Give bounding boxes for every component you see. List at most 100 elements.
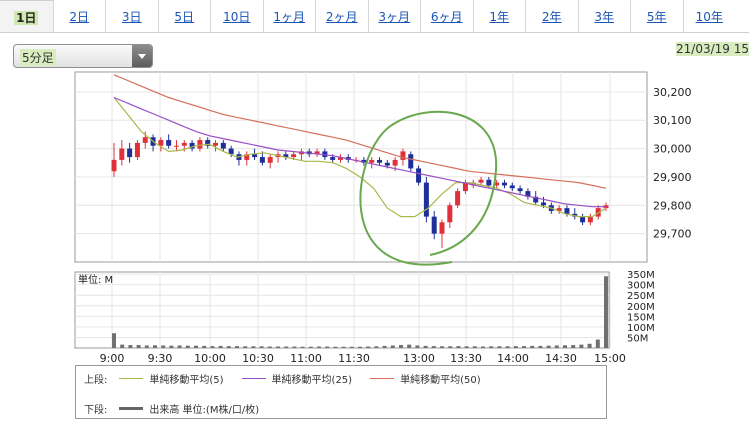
volume-bar xyxy=(226,346,231,348)
chevron-down-icon[interactable] xyxy=(132,45,152,67)
legend-label-1: 単純移動平均(5) xyxy=(149,375,224,386)
candle-body xyxy=(462,182,468,192)
candle-body xyxy=(478,179,484,183)
interval-select-value: 5分足 xyxy=(20,49,56,66)
candle-body xyxy=(455,191,461,206)
volume-bar xyxy=(267,346,272,348)
volume-bar xyxy=(440,346,444,348)
volume-bar xyxy=(423,345,428,348)
tab-13[interactable]: 5年 xyxy=(630,0,683,32)
volume-bar xyxy=(276,346,280,348)
tab-5[interactable]: 10日 xyxy=(210,0,263,32)
tab-label: 6ヶ月 xyxy=(430,10,463,24)
candle-body xyxy=(431,216,437,234)
candle-body xyxy=(408,154,414,169)
tab-label: 5日 xyxy=(174,10,195,24)
ma-line-1 xyxy=(113,97,607,218)
volume-bar xyxy=(128,345,133,348)
volume-bar xyxy=(308,346,313,348)
tab-6[interactable]: 1ヶ月 xyxy=(262,0,316,32)
volume-unit-label: 単位: M xyxy=(78,273,113,286)
time-tick-label: 9:00 xyxy=(100,352,125,365)
volume-bar xyxy=(284,346,289,348)
time-tick-label: 10:30 xyxy=(242,352,274,365)
candle-body xyxy=(509,185,515,189)
candle-body xyxy=(205,140,211,146)
volume-bar xyxy=(243,346,248,348)
tab-label: 10日 xyxy=(223,10,251,24)
tab-label: 3日 xyxy=(121,10,142,24)
volume-bar xyxy=(538,345,543,348)
candle-body xyxy=(259,157,265,163)
candle-body xyxy=(337,157,343,160)
candle-body xyxy=(244,154,250,160)
candle-body xyxy=(134,142,140,158)
tab-8[interactable]: 3ヶ月 xyxy=(367,0,421,32)
candle-body xyxy=(400,151,406,160)
candle-body xyxy=(220,142,226,149)
time-tick-label: 14:00 xyxy=(497,352,529,365)
candle-body xyxy=(267,157,273,163)
legend-volume-swatch xyxy=(119,407,144,410)
volume-bar xyxy=(169,345,174,348)
volume-bar xyxy=(317,346,321,348)
candle-body xyxy=(533,196,539,203)
candle-body xyxy=(501,182,507,186)
volume-bar xyxy=(300,346,305,348)
volume-bar xyxy=(120,344,125,348)
tab-label: 3ヶ月 xyxy=(378,10,411,24)
annotation-circle xyxy=(359,110,498,266)
volume-bar xyxy=(489,346,494,348)
tab-7[interactable]: 2ヶ月 xyxy=(315,0,368,32)
volume-panel-frame xyxy=(74,271,610,349)
volume-bar xyxy=(202,345,207,348)
volume-bar xyxy=(194,345,198,348)
price-tick-label: 30,000 xyxy=(653,143,692,156)
candle-body xyxy=(392,159,398,166)
candle-body xyxy=(439,222,445,234)
chart-legend: 上段: 単純移動平均(5) 単純移動平均(25) 単純移動平均(50) 下段: 出来… xyxy=(75,365,607,419)
volume-tick-label: 300M xyxy=(627,281,655,292)
tab-4[interactable]: 5日 xyxy=(157,0,211,32)
tab-9[interactable]: 6ヶ月 xyxy=(420,0,473,32)
volume-tick-label: 200M xyxy=(627,302,655,313)
candle-body xyxy=(283,154,289,158)
tab-1[interactable]: 1日 xyxy=(0,0,53,32)
volume-bar xyxy=(604,276,608,348)
tab-label: 2ヶ月 xyxy=(325,10,358,24)
volume-bar xyxy=(456,346,461,348)
volume-bar xyxy=(136,345,141,348)
candle-body xyxy=(173,145,179,147)
volume-bar xyxy=(325,346,330,348)
volume-bar xyxy=(497,346,502,348)
candle-body xyxy=(587,216,593,223)
interval-select[interactable]: 5分足 xyxy=(13,44,153,68)
legend-volume-label: 出来高 単位:(M株/口/枚) xyxy=(149,405,260,416)
candle-body xyxy=(166,140,172,146)
candle-body xyxy=(252,154,258,158)
volume-bar xyxy=(251,346,256,348)
tab-12[interactable]: 3年 xyxy=(577,0,631,32)
candle-body xyxy=(181,142,187,146)
candle-body xyxy=(580,216,586,223)
volume-bar xyxy=(415,345,420,348)
volume-bar xyxy=(522,346,526,348)
tab-10[interactable]: 1年 xyxy=(472,0,526,32)
volume-bar xyxy=(210,346,215,348)
candle-body xyxy=(189,142,195,149)
legend-swatch-3 xyxy=(370,378,395,379)
tab-14[interactable]: 10年 xyxy=(682,0,736,32)
candle-body xyxy=(213,142,219,146)
volume-bar xyxy=(407,344,412,348)
time-tick-label: 11:30 xyxy=(338,352,370,365)
tab-3[interactable]: 3日 xyxy=(105,0,158,32)
tab-11[interactable]: 2年 xyxy=(525,0,578,32)
tab-2[interactable]: 2日 xyxy=(52,0,106,32)
volume-bar xyxy=(563,345,567,348)
volume-bar xyxy=(185,345,190,348)
volume-tick-label: 50M xyxy=(627,333,648,344)
legend-lower-label: 下段: xyxy=(84,405,108,416)
candle-body xyxy=(541,202,547,206)
tab-label: 5年 xyxy=(646,10,667,24)
candle-body xyxy=(228,148,234,155)
